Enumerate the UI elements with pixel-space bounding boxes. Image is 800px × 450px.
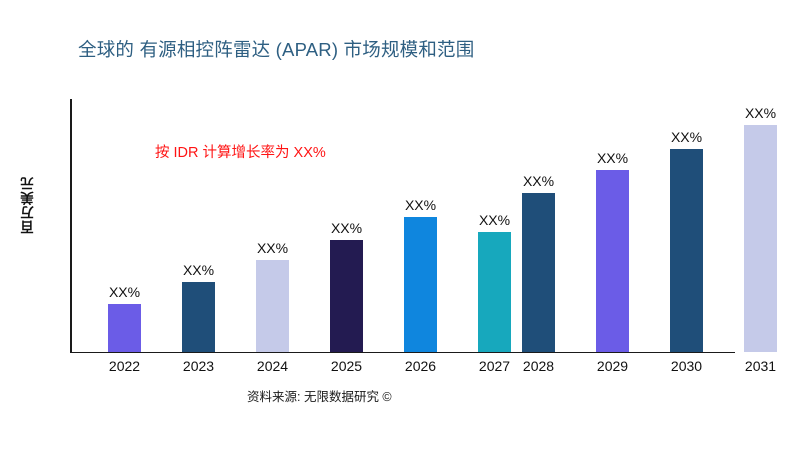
bar-rect[interactable]: [670, 148, 703, 352]
x-tick-2030: 2030: [670, 358, 703, 374]
x-tick-2026: 2026: [404, 358, 437, 374]
bar-2023[interactable]: XX%: [182, 256, 215, 352]
x-tick-2024: 2024: [256, 358, 289, 374]
bar-2026[interactable]: XX%: [404, 191, 437, 352]
y-axis-title: 百万美元: [14, 155, 44, 255]
x-tick-2022: 2022: [108, 358, 141, 374]
bar-rect[interactable]: [744, 125, 777, 352]
bar-2025[interactable]: XX%: [330, 214, 363, 352]
x-tick-2029: 2029: [596, 358, 629, 374]
x-axis-line: [70, 351, 735, 354]
bar-rect[interactable]: [330, 239, 363, 352]
y-axis-line: [70, 99, 72, 353]
bar-2022[interactable]: XX%: [108, 278, 141, 352]
x-tick-2025: 2025: [330, 358, 363, 374]
source-note: 资料来源: 无限数据研究 ©: [247, 390, 392, 404]
bar-2030[interactable]: XX%: [670, 123, 703, 352]
bar-value-label: XX%: [670, 128, 703, 145]
bar-rect[interactable]: [256, 260, 289, 352]
bar-value-label: XX%: [330, 219, 363, 236]
bar-value-label: XX%: [478, 211, 511, 228]
bar-2024[interactable]: XX%: [256, 234, 289, 352]
bar-2031[interactable]: XX%: [744, 99, 777, 352]
x-tick-2028: 2028: [522, 358, 555, 374]
y-axis-title-text: 百万美元: [21, 176, 36, 234]
bar-value-label: XX%: [522, 172, 555, 189]
x-tick-2027: 2027: [478, 358, 511, 374]
bar-value-label: XX%: [404, 197, 437, 214]
bar-value-label: XX%: [182, 261, 215, 278]
bar-2028[interactable]: XX%: [522, 167, 555, 352]
bar-2027[interactable]: XX%: [478, 206, 511, 352]
bar-2029[interactable]: XX%: [596, 144, 629, 352]
growth-rate-annotation: 按 IDR 计算增长率为 XX%: [155, 145, 326, 161]
bar-value-label: XX%: [256, 240, 289, 257]
bar-rect[interactable]: [478, 231, 511, 352]
bar-rect[interactable]: [522, 192, 555, 352]
bar-rect[interactable]: [404, 217, 437, 352]
bar-value-label: XX%: [108, 284, 141, 301]
x-tick-2023: 2023: [182, 358, 215, 374]
bar-value-label: XX%: [744, 105, 777, 122]
bar-rect[interactable]: [108, 304, 141, 352]
bar-value-label: XX%: [596, 150, 629, 167]
bar-rect[interactable]: [182, 281, 215, 352]
bar-rect[interactable]: [596, 170, 629, 352]
chart-title: 全球的 有源相控阵雷达 (APAR) 市场规模和范围: [78, 39, 475, 60]
x-tick-2031: 2031: [744, 358, 777, 374]
